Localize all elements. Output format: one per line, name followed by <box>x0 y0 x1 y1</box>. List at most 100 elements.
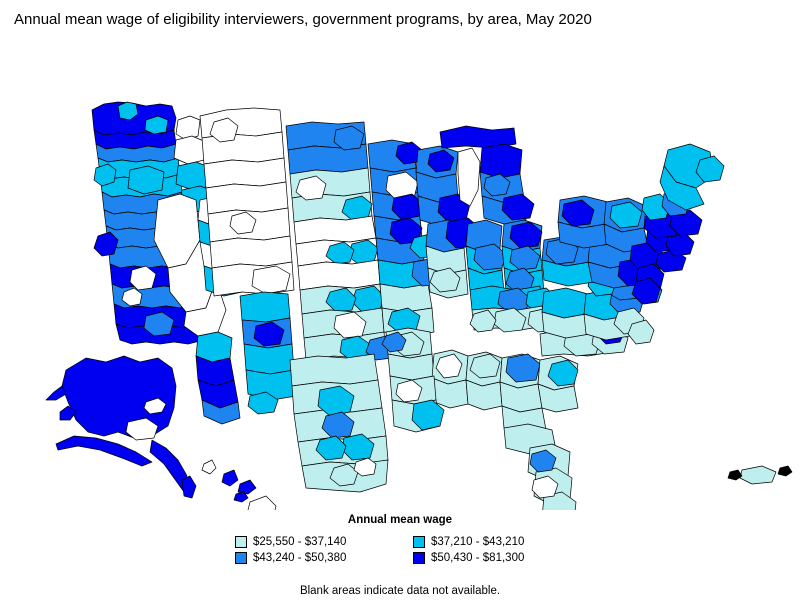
legend-label-1: $25,550 - $37,140 <box>253 535 347 548</box>
area-wa-wenatchee <box>144 115 169 135</box>
conus-regions <box>91 101 725 510</box>
area-ms-blank <box>435 353 463 379</box>
legend-item-3: $43,240 - $50,380 <box>235 550 387 565</box>
alaska-inset <box>45 355 197 499</box>
area-ca-sf <box>93 231 119 257</box>
area-ak-panhandle <box>181 475 197 499</box>
map-svg <box>0 40 800 510</box>
area-id-central <box>173 135 207 165</box>
area-ak-west-2 <box>59 405 77 421</box>
legend-swatch-2 <box>413 535 425 548</box>
area-va-beach <box>627 319 655 345</box>
area-tx-dfw <box>317 385 355 417</box>
area-sc-columbia <box>547 359 579 387</box>
area-hi-kauai <box>201 459 217 475</box>
area-hi-bigisland <box>247 495 277 510</box>
area-ks-west <box>297 259 381 291</box>
area-tx-waco <box>321 411 355 439</box>
area-ar-south <box>387 353 435 381</box>
area-il-southern <box>429 267 461 293</box>
legend-item-4: $50,430 - $81,300 <box>413 550 565 565</box>
area-mi-grandrapids <box>483 173 511 197</box>
area-ca-inland <box>143 311 175 337</box>
area-az-tucson <box>201 399 241 425</box>
legend-swatch-3 <box>235 551 247 564</box>
area-ne-lincoln <box>325 241 355 265</box>
area-tx-panhandle <box>289 353 379 387</box>
area-sd-rapid <box>295 175 327 201</box>
area-wa-bellingham <box>117 101 139 121</box>
area-in-indianapolis <box>473 243 507 271</box>
area-ca-blank-1 <box>121 287 143 307</box>
legend-item-1: $25,550 - $37,140 <box>235 534 387 549</box>
area-ca-sierra <box>129 265 157 291</box>
area-al-birmingham <box>469 353 501 379</box>
area-wi-greenbay <box>427 149 455 173</box>
area-ny-albany <box>609 201 643 229</box>
area-ga-atlanta <box>505 353 541 383</box>
area-nm-lascruces <box>247 391 279 415</box>
area-wv-north <box>541 287 589 319</box>
page-title: Annual mean wage of eligibility intervie… <box>14 11 592 28</box>
area-or-portland <box>93 163 117 187</box>
map-footnote: Blank areas indicate data not available. <box>299 585 501 597</box>
area-wy-casper <box>229 211 257 235</box>
legend-swatch-1 <box>235 535 247 548</box>
area-mi-up <box>439 125 517 149</box>
area-nj-south <box>631 277 661 305</box>
area-ar-fayetteville <box>381 331 407 353</box>
area-me-portland <box>659 165 705 211</box>
area-co-north <box>209 235 293 269</box>
area-ny-buffalo <box>561 199 595 227</box>
area-nd-fargo <box>333 125 365 151</box>
area-mt-east <box>203 157 287 189</box>
area-nm-north <box>239 291 291 323</box>
area-pr-east <box>777 465 793 477</box>
area-ks-wichita <box>325 287 357 313</box>
puerto-rico-inset <box>727 465 793 485</box>
area-nm-santafe <box>253 321 285 347</box>
area-fl-blank <box>531 475 559 499</box>
area-oh-columbus <box>509 245 541 271</box>
area-hi-maui <box>237 479 257 495</box>
area-ak-mainland <box>61 355 177 439</box>
area-mt-missoula <box>209 117 239 143</box>
area-tn-memphis <box>469 309 497 333</box>
area-sc-lowcountry <box>537 383 579 413</box>
area-tx-blank-1 <box>353 457 377 477</box>
area-tx-austin <box>315 435 347 461</box>
legend-item-2: $37,210 - $43,210 <box>413 534 565 549</box>
legend-title: Annual mean wage <box>347 514 453 526</box>
area-hi-molokai <box>233 491 249 503</box>
legend-label-4: $50,430 - $81,300 <box>431 551 525 564</box>
area-ak-blank-2 <box>143 397 167 415</box>
area-az-north <box>195 331 233 363</box>
area-mi-north-lp <box>479 143 523 179</box>
area-la-blank <box>395 379 423 403</box>
area-lake-michigan <box>457 147 481 207</box>
hawaii-inset <box>201 459 277 510</box>
legend-items: $25,550 - $37,140 $37,210 - $43,210 $43,… <box>235 534 565 565</box>
legend-swatch-4 <box>413 551 425 564</box>
area-tx-corpus <box>329 463 359 487</box>
area-hi-oahu <box>221 469 239 487</box>
area-ak-west-1 <box>45 385 67 401</box>
area-id-north <box>175 115 201 141</box>
area-ak-aleutians <box>55 435 153 467</box>
choropleth-map <box>0 40 800 510</box>
area-mo-central <box>379 283 433 313</box>
area-la-neworleans <box>411 399 445 431</box>
map-legend: Annual mean wage $25,550 - $37,140 $37,2… <box>0 514 800 565</box>
area-pr-west <box>727 469 743 481</box>
area-ma-boston <box>669 209 703 237</box>
area-ok-blank <box>333 311 367 339</box>
area-wy-north <box>205 181 289 215</box>
area-co-denver <box>251 265 291 295</box>
area-me-bangor <box>695 155 725 183</box>
area-fl-jacksonville <box>529 449 557 473</box>
area-oh-cleveland <box>509 221 543 249</box>
legend-label-2: $37,210 - $43,210 <box>431 535 525 548</box>
area-or-bend <box>127 165 165 195</box>
area-mi-detroit <box>501 193 535 221</box>
area-pr-main <box>739 465 777 485</box>
